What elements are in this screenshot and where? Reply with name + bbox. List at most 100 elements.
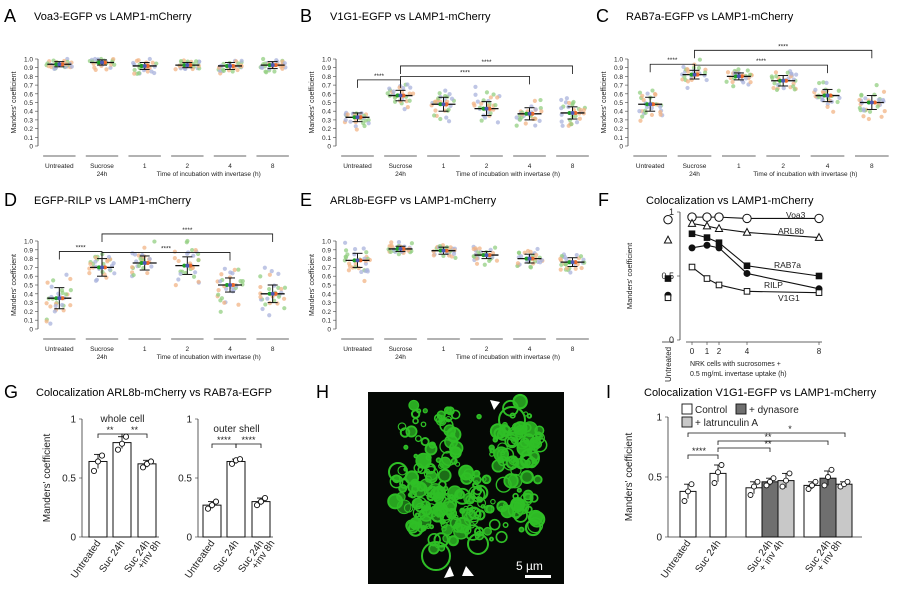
y-tick-label: 1	[70, 415, 76, 426]
y-tick-label: 0.7	[614, 83, 623, 90]
series-marker	[703, 241, 711, 249]
panel-a-dotplot: 0 0.1 0.2 0.30.4 0.5 0.60.7 0.8 0.91.0 Manders' …	[11, 57, 289, 178]
data-point	[566, 100, 572, 106]
vesicle	[463, 505, 469, 511]
replicate-point	[204, 505, 212, 512]
data-point	[397, 85, 402, 90]
replicate-point	[786, 470, 793, 477]
significance-bracket	[717, 440, 829, 445]
replicate-mean	[398, 93, 403, 98]
data-point	[658, 109, 663, 115]
vesicle	[490, 498, 496, 505]
vesicle	[442, 497, 458, 512]
data-point	[559, 119, 564, 124]
replicate-point	[94, 458, 102, 465]
replicate-point	[118, 440, 126, 447]
x-category-label: 2	[485, 346, 489, 353]
replicate-mean	[185, 263, 190, 268]
data-point	[769, 74, 774, 79]
replicate-mean	[355, 115, 360, 120]
panel-letter-e: E	[300, 190, 312, 210]
data-point	[696, 65, 702, 71]
series-label: ARL8b	[778, 226, 804, 236]
vesicle	[450, 457, 458, 465]
replicate-mean	[739, 74, 744, 79]
data-point	[518, 254, 524, 259]
data-point	[431, 253, 436, 258]
replicate-mean	[145, 63, 150, 68]
series-marker	[688, 244, 696, 252]
data-point	[132, 67, 137, 73]
replicate-mean	[54, 62, 59, 67]
y-tick-label: 0	[29, 144, 33, 151]
legend-label: Control	[695, 405, 727, 416]
x-category-label: Untreated	[69, 538, 103, 580]
vesicle	[452, 522, 463, 533]
replicate-mean	[784, 78, 789, 83]
data-point	[93, 255, 99, 260]
data-point	[473, 84, 478, 89]
data-point	[111, 261, 116, 266]
vesicle	[534, 425, 545, 436]
data-point	[389, 240, 394, 245]
panel-c-dotplot: 0 0.1 0.2 0.30.4 0.5 0.60.7 0.8 0.91.0 Manders' …	[601, 43, 889, 178]
significance-bracket	[687, 454, 719, 459]
replicate-point	[212, 498, 220, 505]
data-point	[578, 254, 584, 259]
data-point	[535, 246, 540, 252]
replicate-mean	[231, 63, 235, 68]
vesicle	[520, 448, 540, 468]
vesicle	[524, 519, 542, 537]
data-point	[491, 92, 496, 97]
replicate-mean	[225, 63, 229, 68]
data-point	[275, 301, 280, 306]
data-point	[477, 246, 482, 251]
vesicle	[408, 490, 418, 499]
series-marker	[743, 269, 751, 277]
y-tick-label: 0.2	[322, 309, 331, 316]
data-point	[184, 240, 189, 245]
data-point	[48, 321, 53, 326]
vesicle	[416, 408, 422, 414]
y-tick-label: 0.7	[24, 265, 33, 272]
replicate-mean	[484, 106, 489, 111]
data-point	[232, 267, 237, 272]
data-point	[866, 116, 871, 122]
data-point	[874, 83, 879, 88]
replicate-point	[685, 488, 691, 495]
replicate-point	[821, 482, 828, 489]
vesicle	[476, 496, 484, 503]
data-point	[704, 77, 709, 83]
data-point	[388, 249, 393, 255]
x-category-label: 2	[485, 163, 489, 170]
x-category-label: 1	[442, 163, 446, 170]
data-point	[216, 288, 221, 293]
data-point	[131, 272, 136, 278]
data-point	[44, 301, 49, 306]
replicate-mean	[692, 72, 697, 77]
data-point	[644, 105, 650, 110]
y-tick-label: 0.8	[24, 256, 33, 263]
data-point	[138, 256, 143, 261]
significance-label: **	[106, 425, 114, 435]
data-point	[149, 69, 154, 74]
data-point	[523, 121, 528, 126]
data-point	[568, 270, 573, 275]
replicate-mean	[188, 63, 193, 68]
y-tick-label: 0.8	[614, 74, 623, 81]
data-point	[279, 286, 284, 292]
replicate-mean	[358, 115, 363, 120]
vesicle	[432, 485, 447, 499]
x-category-label: Untreated	[183, 538, 217, 580]
replicate-point	[718, 462, 725, 468]
vesicle	[460, 472, 474, 485]
series-marker	[663, 235, 673, 244]
data-point	[492, 245, 498, 250]
vesicle	[396, 499, 412, 515]
panel-title-c: RAB7a-EGFP vs LAMP1-mCherry	[626, 11, 794, 23]
vesicle	[428, 441, 437, 449]
replicate-point	[754, 478, 761, 485]
significance-label: ****	[182, 227, 193, 234]
replicate-mean	[103, 60, 107, 65]
replicate-mean	[524, 256, 529, 261]
